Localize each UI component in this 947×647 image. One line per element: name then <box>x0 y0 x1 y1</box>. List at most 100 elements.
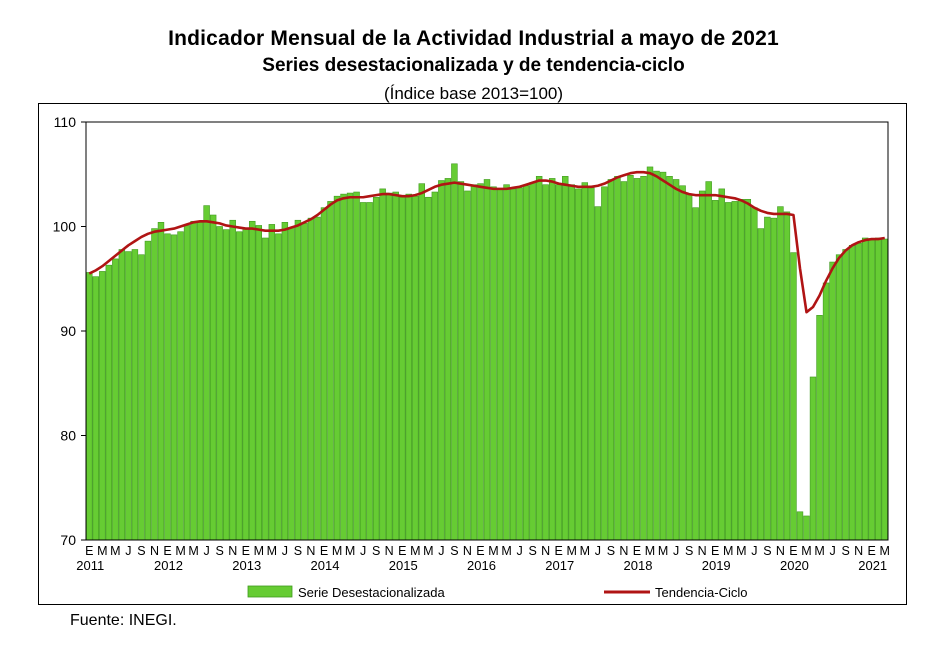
x-month-label: M <box>736 544 746 558</box>
bar <box>522 185 530 541</box>
bar <box>633 178 641 541</box>
bar <box>425 196 432 541</box>
bar <box>861 237 869 541</box>
x-month-label: J <box>360 544 366 558</box>
bar <box>470 184 478 541</box>
bar <box>131 249 139 541</box>
bar <box>835 254 843 541</box>
x-year-label: 2017 <box>545 558 574 573</box>
bar <box>744 199 752 541</box>
x-month-label: M <box>175 544 185 558</box>
bar <box>236 231 243 541</box>
bar <box>516 187 523 541</box>
bar <box>483 179 491 541</box>
bar <box>431 191 439 541</box>
bar <box>842 249 849 541</box>
x-month-label: M <box>410 544 420 558</box>
bar <box>711 200 719 541</box>
bar <box>725 202 732 541</box>
bar <box>340 193 347 541</box>
bar <box>216 226 223 541</box>
x-month-label: S <box>450 544 458 558</box>
chart-frame <box>38 103 907 605</box>
x-month-label: E <box>476 544 484 558</box>
x-year-label: 2019 <box>702 558 731 573</box>
bar <box>653 170 660 541</box>
x-month-label: E <box>633 544 641 558</box>
bar <box>757 228 765 541</box>
bar <box>99 271 106 541</box>
x-month-label: M <box>567 544 577 558</box>
y-tick-label: 100 <box>53 219 77 235</box>
x-month-label: N <box>463 544 472 558</box>
bar <box>353 191 360 541</box>
x-month-label: M <box>645 544 655 558</box>
x-month-label: S <box>215 544 223 558</box>
x-month-label: S <box>372 544 380 558</box>
x-month-label: J <box>516 544 522 558</box>
bar <box>275 233 282 541</box>
x-month-label: M <box>110 544 120 558</box>
y-tick-label: 80 <box>60 428 76 444</box>
x-month-label: S <box>294 544 302 558</box>
bar <box>646 166 654 541</box>
bar <box>359 202 367 541</box>
bar <box>672 179 680 541</box>
bar <box>875 237 882 541</box>
bar <box>262 237 269 541</box>
bar <box>288 227 295 541</box>
bar <box>535 176 543 541</box>
x-year-label: 2011 <box>76 558 104 573</box>
x-month-label: J <box>438 544 444 558</box>
x-month-label: M <box>580 544 590 558</box>
bar <box>464 190 471 541</box>
bar <box>366 202 373 541</box>
bar <box>698 190 706 541</box>
x-month-label: M <box>501 544 511 558</box>
bar <box>144 240 152 541</box>
x-month-label: M <box>332 544 342 558</box>
bar <box>314 216 321 541</box>
bar <box>809 376 817 541</box>
bar <box>822 282 830 541</box>
bar <box>764 216 771 541</box>
bar <box>562 176 569 541</box>
x-year-label: 2020 <box>780 558 809 573</box>
bar <box>249 220 256 541</box>
x-month-label: M <box>188 544 198 558</box>
x-month-label: S <box>841 544 849 558</box>
bar <box>242 228 249 541</box>
bar <box>666 176 673 541</box>
x-year-label: 2014 <box>311 558 340 573</box>
bar <box>301 223 308 541</box>
bar <box>112 258 119 541</box>
x-month-label: E <box>320 544 328 558</box>
y-tick-label: 70 <box>60 532 76 548</box>
bar <box>581 182 589 541</box>
x-year-label: 2012 <box>154 558 183 573</box>
x-month-label: M <box>658 544 668 558</box>
x-month-label: S <box>763 544 771 558</box>
legend-trend-label: Tendencia-Ciclo <box>655 585 748 600</box>
bar <box>477 183 484 541</box>
bar <box>164 233 171 541</box>
bar <box>751 207 758 541</box>
x-month-label: J <box>673 544 679 558</box>
bar <box>803 515 810 541</box>
x-month-label: M <box>814 544 824 558</box>
x-month-label: M <box>488 544 498 558</box>
bar <box>607 179 615 541</box>
x-month-label: J <box>829 544 835 558</box>
bar <box>620 181 628 541</box>
bar <box>203 205 210 541</box>
bar <box>881 238 888 541</box>
source-note: Fuente: INEGI. <box>70 612 177 629</box>
y-tick-label: 90 <box>60 323 76 339</box>
bar <box>451 163 458 541</box>
x-month-label: J <box>595 544 601 558</box>
bar <box>542 184 549 541</box>
bar <box>399 196 406 541</box>
bar <box>412 195 419 541</box>
bar <box>490 186 497 541</box>
